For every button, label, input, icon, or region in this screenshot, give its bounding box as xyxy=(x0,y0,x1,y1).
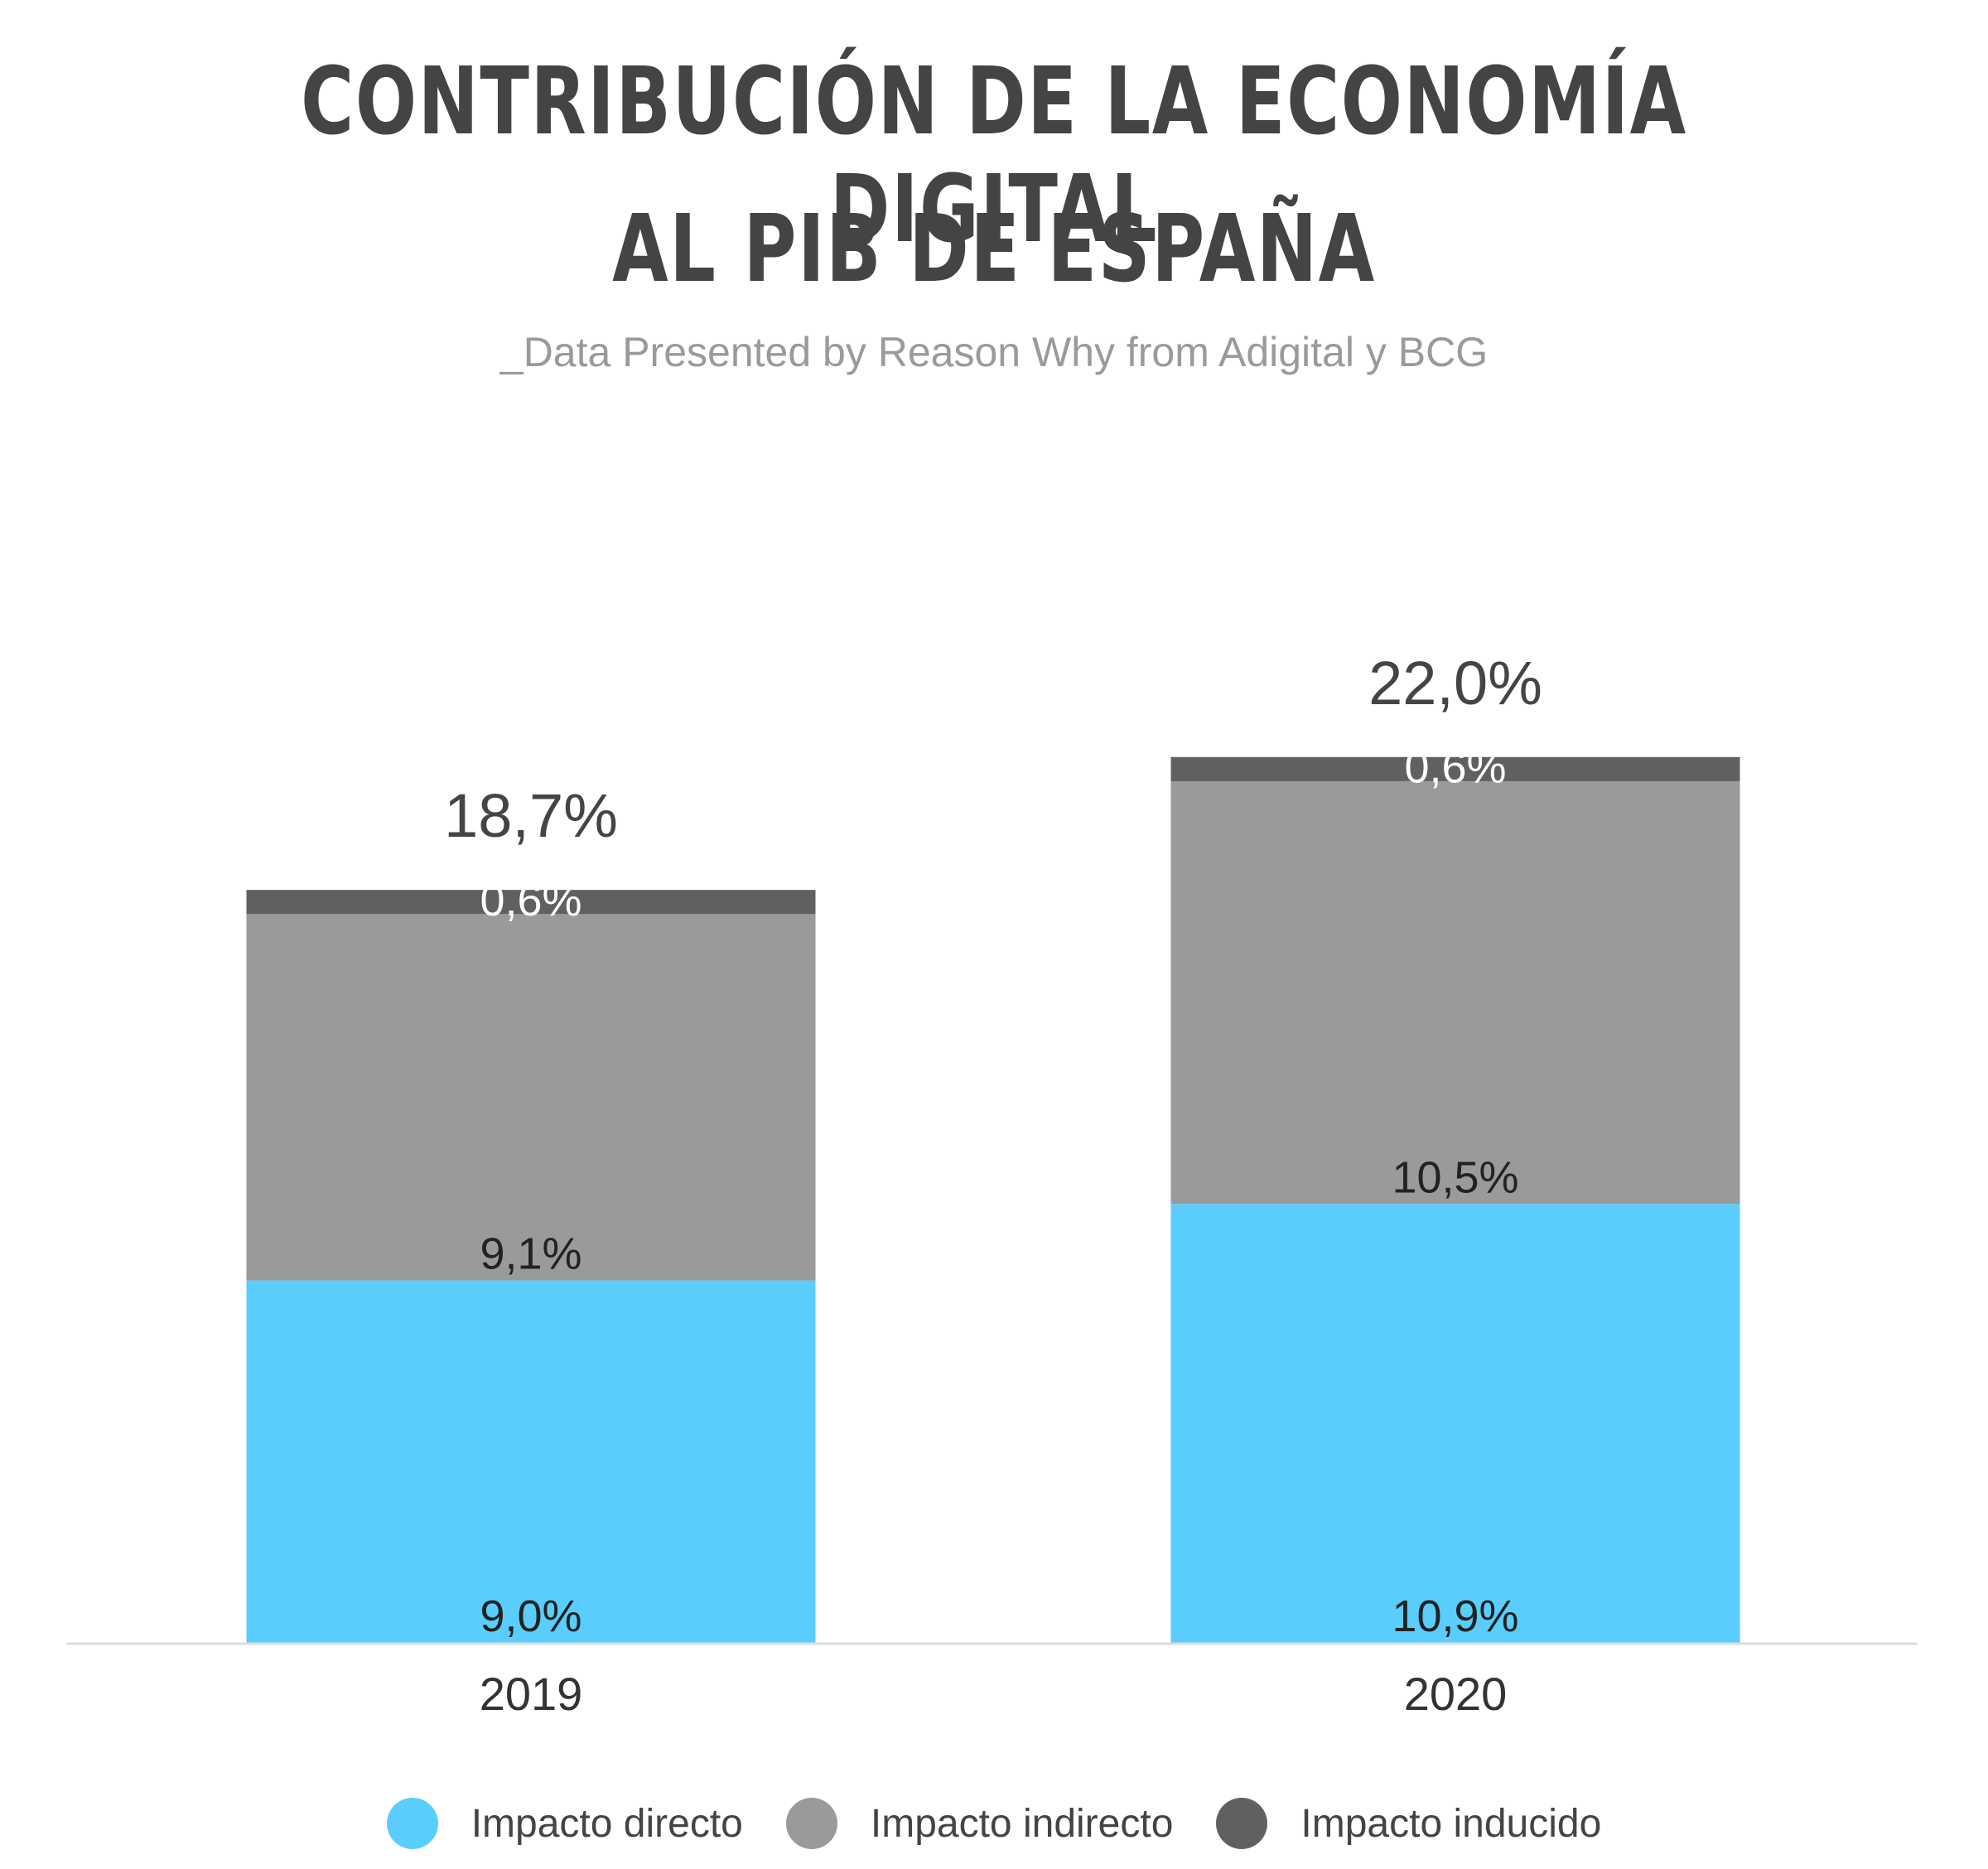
segment-label-2020-0: 10,9% xyxy=(1392,1591,1518,1641)
category-label-2019: 2019 xyxy=(480,1668,583,1720)
segment-label-2019-2: 0,6% xyxy=(480,876,581,925)
category-label-2020: 2020 xyxy=(1404,1668,1508,1720)
legend-label-indirecto: Impacto indirecto xyxy=(870,1801,1174,1846)
bar-segment-2019-1 xyxy=(246,914,816,1281)
segment-label-2019-0: 9,0% xyxy=(480,1591,581,1641)
total-label-2019: 18,7% xyxy=(444,781,618,850)
segment-label-2020-1: 10,5% xyxy=(1392,1152,1518,1202)
chart-title-line-2: AL PIB DE ESPAÑA xyxy=(612,196,1376,303)
legend-swatch-directo xyxy=(386,1798,438,1849)
bar-segment-2019-0 xyxy=(246,1280,816,1643)
legend-label-inducido: Impacto inducido xyxy=(1300,1801,1602,1846)
legend-swatch-indirecto xyxy=(785,1798,837,1849)
chart-subtitle: _Data Presented by Reason Why from Adigi… xyxy=(499,329,1489,375)
legend-label-directo: Impacto directo xyxy=(470,1801,743,1846)
total-label-2020: 22,0% xyxy=(1368,649,1542,717)
bar-segment-2019-2 xyxy=(246,890,816,915)
segment-label-2019-1: 9,1% xyxy=(480,1229,581,1279)
bar-segment-2020-2 xyxy=(1170,756,1740,781)
chart-title-line-1: CONTRIBUCIÓN DE LA ECONOMÍA DIGITAL xyxy=(301,48,1687,263)
legend-item-indirecto: Impacto indirecto xyxy=(785,1798,1174,1849)
bar-segment-2020-0 xyxy=(1170,1204,1740,1643)
legend-item-inducido: Impacto inducido xyxy=(1216,1798,1601,1849)
legend: Impacto directo Impacto indirecto Impact… xyxy=(0,1798,1988,1849)
legend-swatch-inducido xyxy=(1216,1798,1268,1849)
legend-item-directo: Impacto directo xyxy=(386,1798,743,1849)
bar-segment-2020-1 xyxy=(1170,780,1740,1205)
segment-label-2020-2: 0,6% xyxy=(1404,742,1506,792)
